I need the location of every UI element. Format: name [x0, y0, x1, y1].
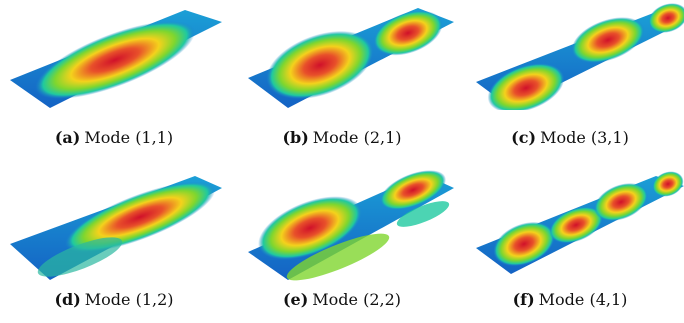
panel-f: (f) Mode (4,1) [456, 162, 684, 323]
caption-a: (a) Mode (1,1) [0, 128, 228, 147]
mode-lobe [493, 221, 555, 267]
caption-label: Mode (1,2) [84, 290, 174, 309]
caption-tag: (d) [54, 290, 81, 309]
mode-lobe [379, 170, 447, 210]
panel-a: (a) Mode (1,1) [0, 0, 228, 161]
caption-tag: (f) [512, 290, 535, 309]
caption-label: Mode (2,2) [312, 290, 402, 309]
mode-plot-b [248, 8, 454, 108]
caption-tag: (c) [511, 128, 537, 147]
mode-lobe [64, 181, 216, 253]
panel-e: (e) Mode (2,2) [228, 162, 456, 323]
mode-plot-d [10, 176, 222, 280]
caption-label: Mode (4,1) [538, 290, 628, 309]
mode-lobe [549, 206, 603, 244]
mode-lobe [594, 183, 648, 221]
caption-tag: (a) [54, 128, 81, 147]
caption-b: (b) Mode (2,1) [228, 128, 456, 147]
panel-b: (b) Mode (2,1) [228, 0, 456, 161]
mode-lobe [35, 21, 195, 99]
panel-d: (d) Mode (1,2) [0, 162, 228, 323]
caption-e: (e) Mode (2,2) [228, 290, 456, 309]
caption-label: Mode (3,1) [540, 128, 629, 147]
mode-trough [286, 233, 390, 281]
mode-lobe [266, 30, 374, 100]
mode-plot-f [476, 171, 684, 274]
mode-plot-a [10, 10, 222, 108]
caption-d: (d) Mode (1,2) [0, 290, 228, 309]
mode-lobe [258, 196, 362, 260]
mode-plot-e [248, 170, 454, 281]
panel-c: (c) Mode (3,1) [456, 0, 684, 161]
caption-label: Mode (1,1) [84, 128, 174, 147]
caption-tag: (b) [282, 128, 309, 147]
mode-lobe [571, 17, 645, 63]
mode-trough [396, 201, 450, 227]
caption-f: (f) Mode (4,1) [456, 290, 684, 309]
mode-lobe [487, 63, 565, 110]
mode-plot-c [476, 3, 684, 110]
caption-c: (c) Mode (3,1) [456, 128, 684, 147]
mode-lobe [648, 3, 684, 33]
mode-trough [37, 237, 123, 277]
caption-label: Mode (2,1) [312, 128, 402, 147]
caption-tag: (e) [282, 290, 309, 309]
mode-lobe [373, 10, 443, 56]
mode-lobe [652, 171, 684, 197]
